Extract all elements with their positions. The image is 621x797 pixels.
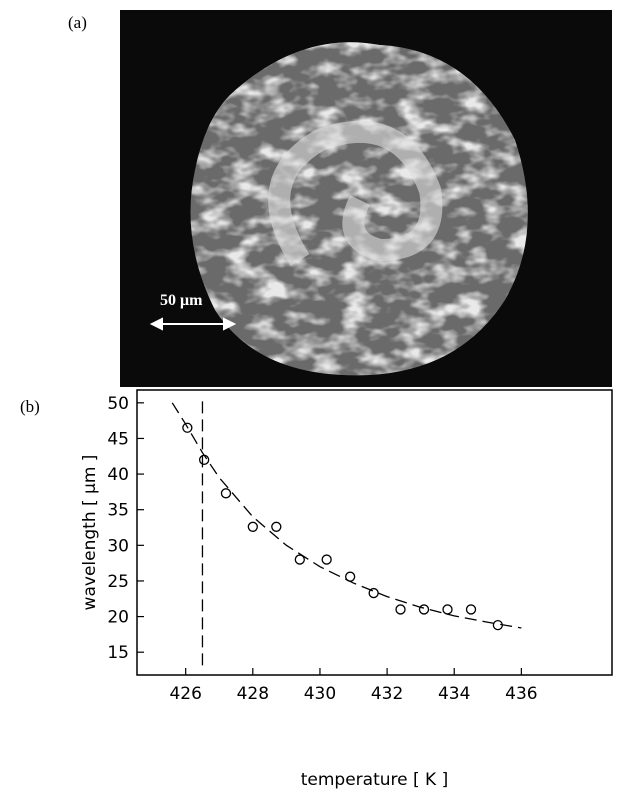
data-point — [220, 488, 232, 499]
y-tick-label: 15 — [107, 643, 129, 663]
x-tick-label: 430 — [304, 684, 336, 704]
fit-curve — [171, 402, 522, 629]
data-point — [247, 521, 258, 532]
y-tick-label: 40 — [107, 465, 129, 485]
data-point — [492, 619, 504, 631]
x-tick-label: 434 — [438, 684, 470, 704]
plot-frame — [136, 389, 613, 676]
data-point — [321, 554, 332, 565]
data-point — [198, 454, 210, 465]
x-tick-label: 428 — [237, 684, 269, 704]
data-point — [418, 604, 430, 615]
y-tick-label: 25 — [107, 572, 129, 592]
data-point — [395, 604, 406, 615]
y-tick-label: 20 — [107, 608, 129, 628]
y-tick-label: 45 — [107, 429, 129, 449]
y-axis-label: wavelength [ μm ] — [80, 455, 100, 611]
data-point — [271, 521, 282, 532]
x-tick-label: 432 — [371, 684, 403, 704]
scale-bar — [149, 317, 237, 331]
y-tick-label: 35 — [107, 501, 129, 521]
data-point — [345, 571, 356, 582]
pattern — [190, 42, 528, 376]
data-point — [294, 554, 305, 565]
y-tick-label: 30 — [107, 536, 129, 556]
x-tick-label: 426 — [169, 684, 201, 704]
data-point — [182, 422, 193, 433]
data-point — [442, 604, 453, 615]
data-point — [368, 587, 379, 599]
y-tick-label: 50 — [107, 394, 129, 414]
scale-bar-label: 50 μm — [160, 292, 203, 309]
panel-label: (a) — [68, 13, 87, 32]
x-axis-label: temperature [ K ] — [301, 770, 448, 790]
panel-label: (b) — [20, 397, 40, 416]
x-tick-label: 436 — [505, 684, 537, 704]
data-point — [465, 604, 477, 615]
